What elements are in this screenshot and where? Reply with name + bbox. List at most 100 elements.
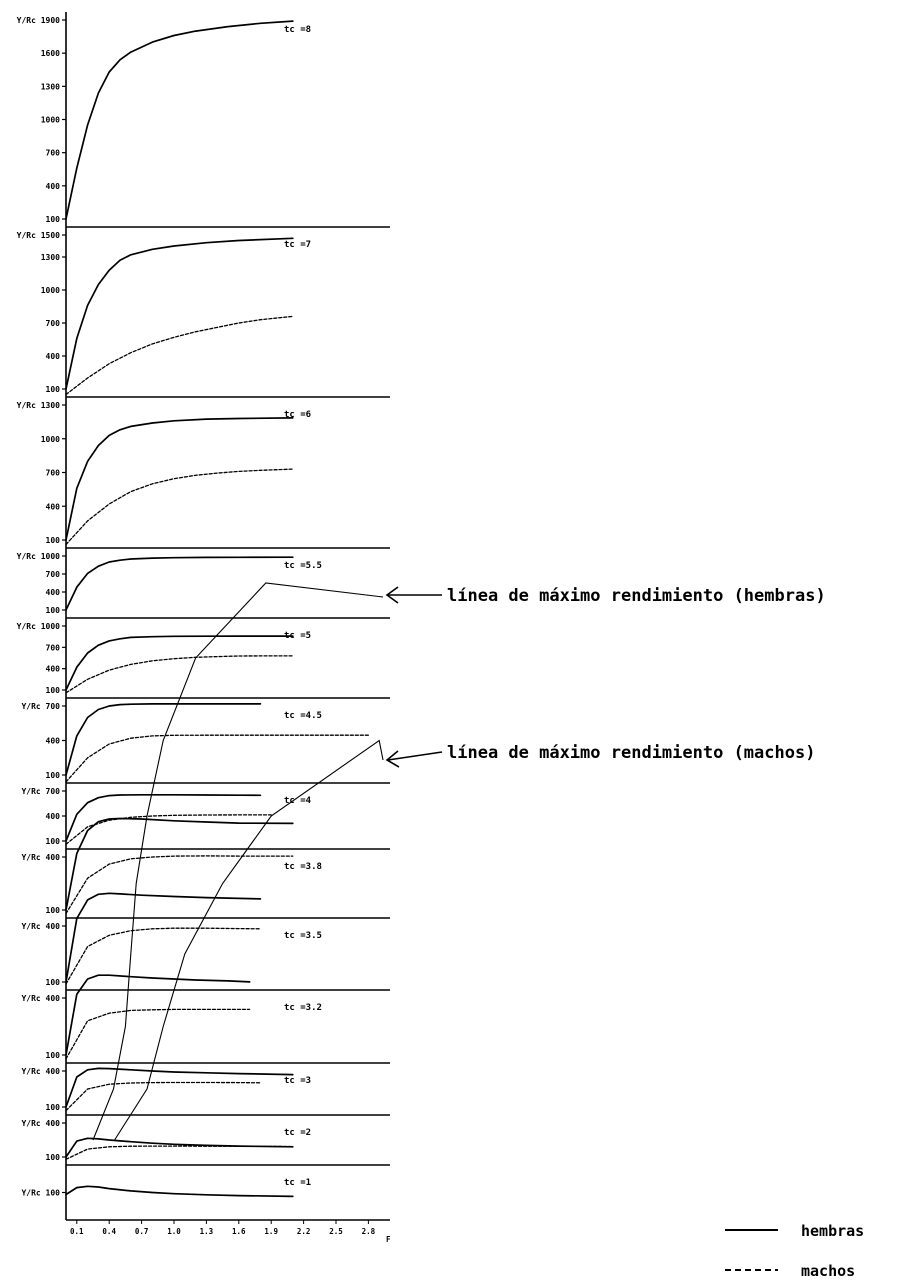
y-tick-label: 400 — [46, 502, 61, 511]
annotation-machos: línea de máximo rendimiento (machos) — [385, 743, 815, 768]
annotation-machos-arrow-shaft — [387, 751, 443, 761]
y-tick-label: 700 — [46, 319, 61, 328]
y-tick-label: 400 — [46, 812, 61, 821]
x-tick-label: 2.2 — [297, 1227, 311, 1236]
x-tick-label: 1.3 — [200, 1227, 214, 1236]
y-tick-label: Y/Rc 400 — [21, 1119, 60, 1128]
panel-3: Y/Rc 1300 1000 700 400 100 tc =6 — [17, 397, 390, 549]
panel-tc-label: tc =3.2 — [284, 1003, 322, 1013]
series-hembras — [65, 974, 251, 1056]
series-hembras — [65, 892, 262, 983]
x-tick-label: 0.7 — [135, 1227, 149, 1236]
panel-tc-label: tc =6 — [284, 410, 311, 420]
x-tick-label: 2.5 — [329, 1227, 343, 1236]
y-tick-label: Y/Rc 400 — [21, 853, 60, 862]
series-machos — [65, 468, 294, 546]
y-tick-label: 100 — [46, 978, 61, 987]
panel-tc-label: tc =2 — [284, 1128, 311, 1138]
y-tick-label: 700 — [46, 570, 61, 579]
panel-tc-label: tc =5.5 — [284, 561, 322, 571]
series-hembras — [65, 817, 294, 911]
y-tick-label: 700 — [46, 643, 61, 652]
x-tick-label: 0.4 — [102, 1227, 116, 1236]
series-hembras — [65, 20, 294, 220]
series-hembras — [65, 1067, 294, 1108]
series-machos — [65, 734, 370, 783]
series-hembras — [65, 793, 262, 842]
y-tick-label: 100 — [46, 536, 61, 545]
series-hembras — [65, 1137, 294, 1158]
panel-11: Y/Rc 400 100 tc =3 — [21, 1063, 390, 1116]
panel-7: Y/Rc 700 400 100 tc =4 — [21, 783, 390, 850]
panel-tc-label: tc =3.8 — [284, 862, 322, 872]
series-hembras — [65, 703, 262, 776]
y-tick-label: 1000 — [41, 435, 60, 444]
panel-12: Y/Rc 400 100 tc =2 — [21, 1115, 390, 1166]
y-tick-label: 100 — [46, 1103, 61, 1112]
panel-tc-label: tc =3 — [284, 1076, 311, 1086]
panel-tc-label: tc =1 — [284, 1178, 311, 1188]
panel-6: Y/Rc 700 400 100 tc =4.5 — [21, 698, 390, 784]
series-hembras — [65, 556, 294, 611]
y-tick-label: 400 — [46, 737, 61, 746]
panel-tc-label: tc =4.5 — [284, 711, 322, 721]
panel-tc-label: tc =5 — [284, 631, 311, 641]
series-machos — [65, 1008, 251, 1060]
max-yield-line-hembras — [92, 582, 384, 1141]
x-tick-label: 1.6 — [232, 1227, 246, 1236]
y-tick-label: 400 — [46, 588, 61, 597]
y-tick-label: Y/Rc 1900 — [17, 16, 61, 25]
y-tick-label: 100 — [46, 1153, 61, 1162]
panel-5: Y/Rc 1000 700 400 100 tc =5 — [17, 618, 390, 699]
panel-10: Y/Rc 400 100 tc =3.2 — [21, 974, 390, 1064]
y-tick-label: 100 — [46, 686, 61, 695]
annotation-hembras-text: línea de máximo rendimiento (hembras) — [447, 586, 826, 606]
legend-label-hembras: hembras — [801, 1222, 864, 1240]
y-tick-label: Y/Rc 700 — [21, 787, 60, 796]
annotation-machos-text: línea de máximo rendimiento (machos) — [447, 743, 815, 763]
y-tick-label: 1000 — [41, 116, 60, 125]
y-tick-label: 1300 — [41, 253, 60, 262]
series-machos — [65, 655, 294, 694]
panel-1: Y/Rc 1900 1600 1300 1000 700 400 100 tc =8 — [17, 12, 390, 228]
x-axis: 0.1 0.4 0.7 1.0 1.3 1.6 1.9 2.2 2.5 2.8 F — [70, 1220, 391, 1244]
y-tick-label: Y/Rc 1000 — [17, 552, 61, 561]
series-hembras — [65, 237, 294, 390]
y-tick-label: 400 — [46, 352, 61, 361]
y-tick-label: 100 — [46, 1051, 61, 1060]
y-tick-label: Y/Rc 700 — [21, 702, 60, 711]
panel-4: Y/Rc 1000 700 400 100 tc =5.5 — [17, 548, 390, 619]
y-tick-label: Y/Rc 1300 — [17, 401, 61, 410]
annotation-hembras: línea de máximo rendimiento (hembras) — [385, 586, 826, 606]
panel-2: Y/Rc 1500 1300 1000 700 400 100 tc =7 — [17, 227, 390, 398]
y-tick-label: Y/Rc 400 — [21, 1067, 60, 1076]
panel-8: Y/Rc 400 100 tc =3.8 — [21, 817, 390, 919]
series-machos — [65, 1145, 294, 1160]
series-machos — [65, 814, 272, 845]
max-yield-lines — [92, 582, 384, 1141]
annotation-hembras-arrowhead — [385, 586, 399, 604]
y-tick-label: 100 — [46, 215, 61, 224]
y-tick-label: 400 — [46, 182, 61, 191]
panel-13: Y/Rc 100 tc =1 — [21, 1165, 390, 1221]
x-tick-label: 1.0 — [167, 1227, 181, 1236]
x-tick-label: 1.9 — [264, 1227, 278, 1236]
panel-tc-label: tc =7 — [284, 240, 311, 250]
series-machos — [65, 1081, 262, 1112]
y-tick-label: Y/Rc 400 — [21, 922, 60, 931]
panel-tc-label: tc =4 — [284, 796, 312, 806]
y-tick-label: Y/Rc 1000 — [17, 622, 61, 631]
series-hembras — [65, 1185, 294, 1198]
y-tick-label: 700 — [46, 469, 61, 478]
panel-tc-label: tc =3.5 — [284, 931, 322, 941]
y-tick-label: 400 — [46, 665, 61, 674]
y-tick-label: 100 — [46, 771, 61, 780]
x-tick-label: 2.8 — [362, 1227, 376, 1236]
y-tick-label: 1000 — [41, 286, 60, 295]
y-tick-label: 700 — [46, 149, 61, 158]
y-tick-label: 100 — [46, 606, 61, 615]
panel-9: Y/Rc 400 100 tc =3.5 — [21, 892, 390, 991]
legend: hembras machos — [725, 1222, 864, 1280]
